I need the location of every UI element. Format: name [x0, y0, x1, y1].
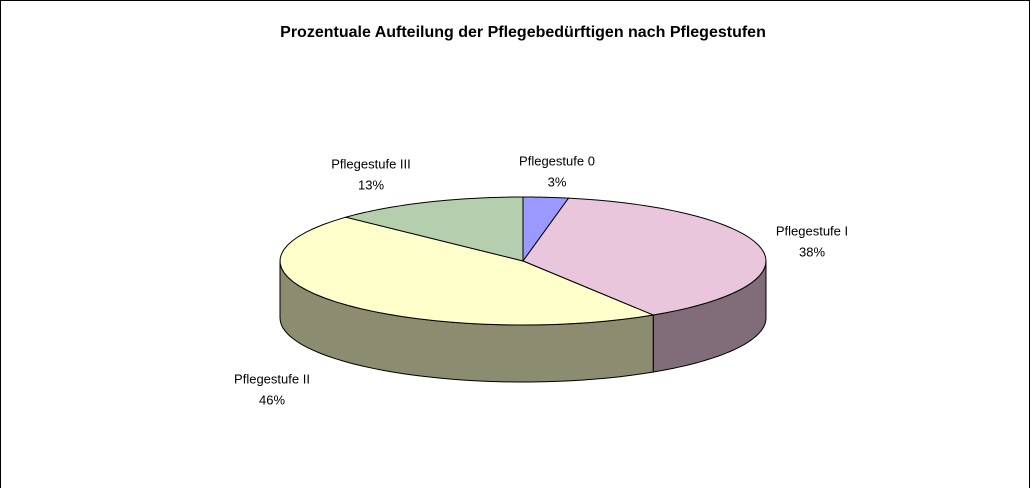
- slice: [279, 216, 656, 326]
- value-label: 3%: [548, 174, 567, 189]
- value-label: 38%: [799, 244, 825, 259]
- slice-label: Pflegestufe I: [776, 223, 848, 238]
- slice-label: Pflegestufe 0: [519, 153, 595, 168]
- slice: [343, 196, 524, 262]
- chart-title: Prozentuale Aufteilung der Pflegebedürft…: [280, 24, 766, 41]
- slice-label: Pflegestufe III: [331, 156, 411, 171]
- slice-label: Pflegestufe II: [234, 371, 310, 386]
- value-label: 46%: [259, 392, 285, 407]
- value-label: 13%: [358, 177, 384, 192]
